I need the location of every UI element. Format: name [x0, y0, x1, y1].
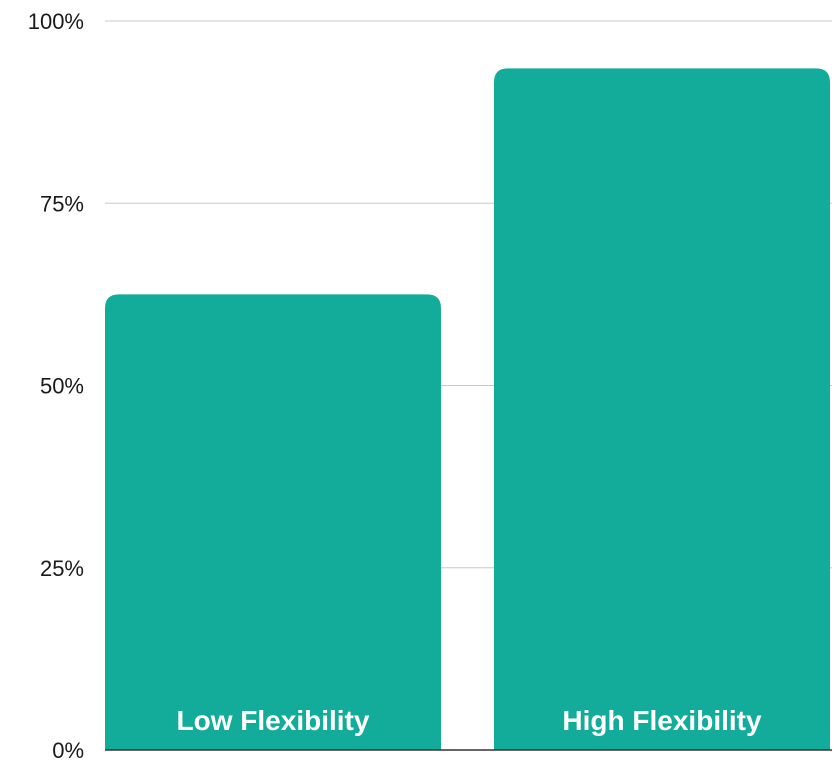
- bar-labels: Low Flexibility High Flexibility: [177, 705, 762, 736]
- bar-high-flexibility: [494, 68, 830, 750]
- y-tick-label: 50%: [40, 374, 84, 399]
- y-tick-label: 0%: [52, 738, 84, 763]
- bar-category-label: Low Flexibility: [177, 705, 370, 736]
- y-tick-label: 75%: [40, 191, 84, 216]
- bar-category-label: High Flexibility: [562, 705, 762, 736]
- y-tick-label: 25%: [40, 556, 84, 581]
- bar-low-flexibility: [105, 294, 441, 750]
- y-tick-label: 100%: [28, 9, 84, 34]
- bars: [105, 68, 830, 750]
- y-axis-ticks: 0% 25% 50% 75% 100%: [28, 9, 84, 763]
